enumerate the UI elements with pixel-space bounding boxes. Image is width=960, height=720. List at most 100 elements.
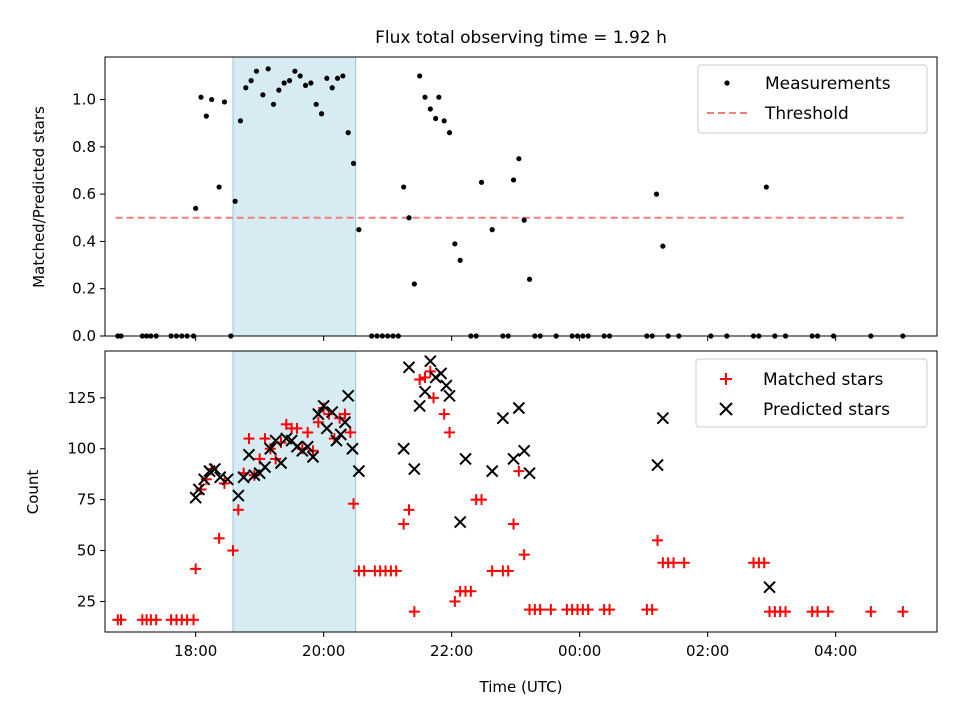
bottom-panel: 25 50 75 100 125 18:00 20:00 22:00 00:00 02:00 04…	[24, 350, 938, 696]
top-legend: Measurements Threshold	[697, 64, 928, 134]
predicted-star-point	[453, 515, 467, 529]
bottom-legend-box	[695, 358, 928, 428]
predicted-star-point	[408, 462, 421, 476]
matched-star-point	[758, 557, 770, 569]
predicted-star-point	[440, 379, 453, 392]
matched-star-point	[502, 565, 514, 577]
predicted-star-point	[192, 483, 206, 496]
measurement-point	[452, 241, 458, 247]
predicted-star-point	[237, 471, 250, 484]
matched-star-point	[486, 565, 498, 577]
matched-star-point	[652, 534, 664, 546]
predicted-star-point	[301, 440, 314, 453]
matched-star-point	[822, 606, 834, 618]
matched-star-point	[414, 374, 426, 386]
predicted-star-point	[264, 442, 277, 455]
matched-star-point	[150, 614, 162, 626]
top-axes-frame	[104, 56, 938, 337]
top-legend-box	[697, 64, 928, 134]
measurement-point	[422, 94, 428, 100]
measurement-point	[297, 73, 303, 79]
predicted-star-point	[269, 434, 282, 447]
measurement-point	[302, 82, 309, 88]
measurement-point	[270, 101, 277, 107]
predicted-star-point	[507, 452, 520, 466]
matched-star-point	[545, 604, 557, 616]
matched-star-point	[513, 465, 525, 477]
matched-star-point	[339, 408, 351, 420]
measurement-point	[436, 94, 442, 100]
measurement-point	[417, 73, 423, 79]
matched-star-point	[419, 371, 431, 383]
matched-star-point	[438, 408, 450, 420]
measurement-point	[406, 215, 412, 221]
matched-star-point	[897, 606, 909, 618]
measurement-point	[516, 156, 522, 162]
predicted-star-point	[459, 452, 472, 466]
legend-predicted-marker	[719, 402, 733, 416]
measurement-point	[292, 68, 298, 74]
predicted-star-point	[330, 434, 343, 447]
measurement-point	[489, 227, 495, 233]
bottom-legend: Matched stars Predicted stars	[695, 358, 928, 428]
matched-star-point	[259, 433, 271, 445]
measurement-point	[340, 73, 346, 79]
predicted-star-point	[496, 411, 510, 425]
predicted-star-point	[306, 450, 320, 464]
predicted-star-point	[320, 422, 334, 435]
predicted-star-point	[443, 389, 456, 403]
matched-star-point	[291, 422, 303, 434]
predicted-star-point	[651, 458, 664, 472]
bottom-axes-frame	[104, 350, 938, 633]
legend-threshold-label: Threshold	[764, 104, 849, 124]
measurement-point	[521, 217, 527, 223]
matched-star-point	[358, 565, 370, 577]
measurement-point	[260, 92, 266, 98]
x-tick-label: 18:00	[174, 642, 217, 660]
bottom-y-tick-label: 100	[67, 440, 96, 458]
predicted-star-point	[346, 442, 359, 455]
matched-star-point	[243, 433, 255, 445]
predicted-star-point	[197, 473, 211, 486]
measurement-point	[281, 80, 287, 86]
x-tick-label: 04:00	[814, 642, 857, 660]
predicted-star-point	[208, 462, 222, 476]
top-y-tick-label: 0.0	[72, 327, 96, 345]
predicted-star-point	[434, 367, 448, 380]
predicted-star-point	[334, 428, 347, 441]
chart-title: Flux total observing time = 1.92 h	[375, 28, 667, 48]
measurement-point	[286, 78, 293, 84]
predicted-star-point	[338, 416, 352, 429]
measurement-point	[446, 130, 453, 136]
matched-star-point	[604, 604, 616, 616]
matched-star-point	[344, 426, 356, 438]
measurement-point	[193, 205, 199, 211]
matched-star-point	[213, 532, 225, 544]
measurement-point	[253, 68, 260, 74]
predicted-star-point	[418, 385, 432, 398]
top-y-tick-label: 1.0	[72, 91, 96, 109]
measurement-point	[243, 85, 249, 91]
matched-star-point	[408, 606, 420, 618]
measurement-point	[510, 177, 517, 183]
measurement-point	[441, 118, 447, 124]
bottom-shaded-span	[232, 350, 357, 633]
matched-star-point	[188, 614, 200, 626]
predicted-star-point	[523, 466, 536, 480]
top-y-tick-label: 0.4	[72, 232, 96, 250]
top-y-tick-label: 0.6	[72, 185, 96, 203]
legend-matched-marker	[720, 373, 732, 385]
predicted-star-point	[242, 448, 256, 462]
measurement-point	[318, 111, 325, 117]
bottom-y-axis-label: Count	[24, 470, 42, 515]
measurement-point	[324, 75, 330, 81]
predicted-star-point	[213, 471, 227, 484]
matched-star-point	[518, 549, 530, 561]
measurement-point	[232, 198, 238, 204]
measurement-point	[660, 243, 666, 249]
predicted-star-point	[221, 473, 234, 486]
matched-star-point	[232, 504, 244, 516]
top-y-axis-label: Matched/Predicted stars	[30, 106, 48, 288]
measurement-point	[763, 184, 769, 190]
predicted-star-point	[189, 491, 202, 504]
